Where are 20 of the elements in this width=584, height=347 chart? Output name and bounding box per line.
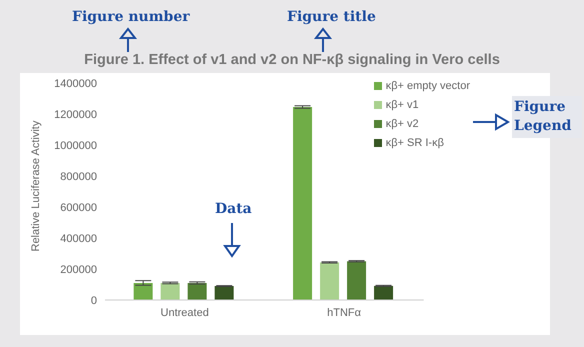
text: Figure Legend [512,96,582,138]
y-tick-label: 0 [90,294,97,307]
y-tick-label: 1000000 [54,140,97,152]
y-tick-label: 1400000 [54,78,97,90]
x-tick-label: hTNFα [327,306,362,319]
y-tick-label: 800000 [60,170,97,183]
y-tick-label: 400000 [60,232,97,245]
legend-label: κβ+ v1 [386,99,419,111]
y-axis-title: Relative Luciferase Activity [30,120,42,252]
text: Figure title [286,8,377,27]
y-tick-label: 1200000 [54,108,97,121]
y-tick-label: 200000 [60,264,97,276]
legend-label: κβ+ SR I-κβ [386,137,444,149]
chart-title: Figure 1. Effect of v1 and v2 on NF-κβ signaling in Vero cells [83,52,501,68]
text: Figure number [71,8,191,27]
annotation: Data [214,200,253,219]
legend-label: κβ+ empty vector [386,80,470,92]
y-tick-label: 600000 [60,202,97,214]
legend-label: κβ+ v2 [386,118,419,130]
x-tick-label: Untreated [160,306,209,319]
